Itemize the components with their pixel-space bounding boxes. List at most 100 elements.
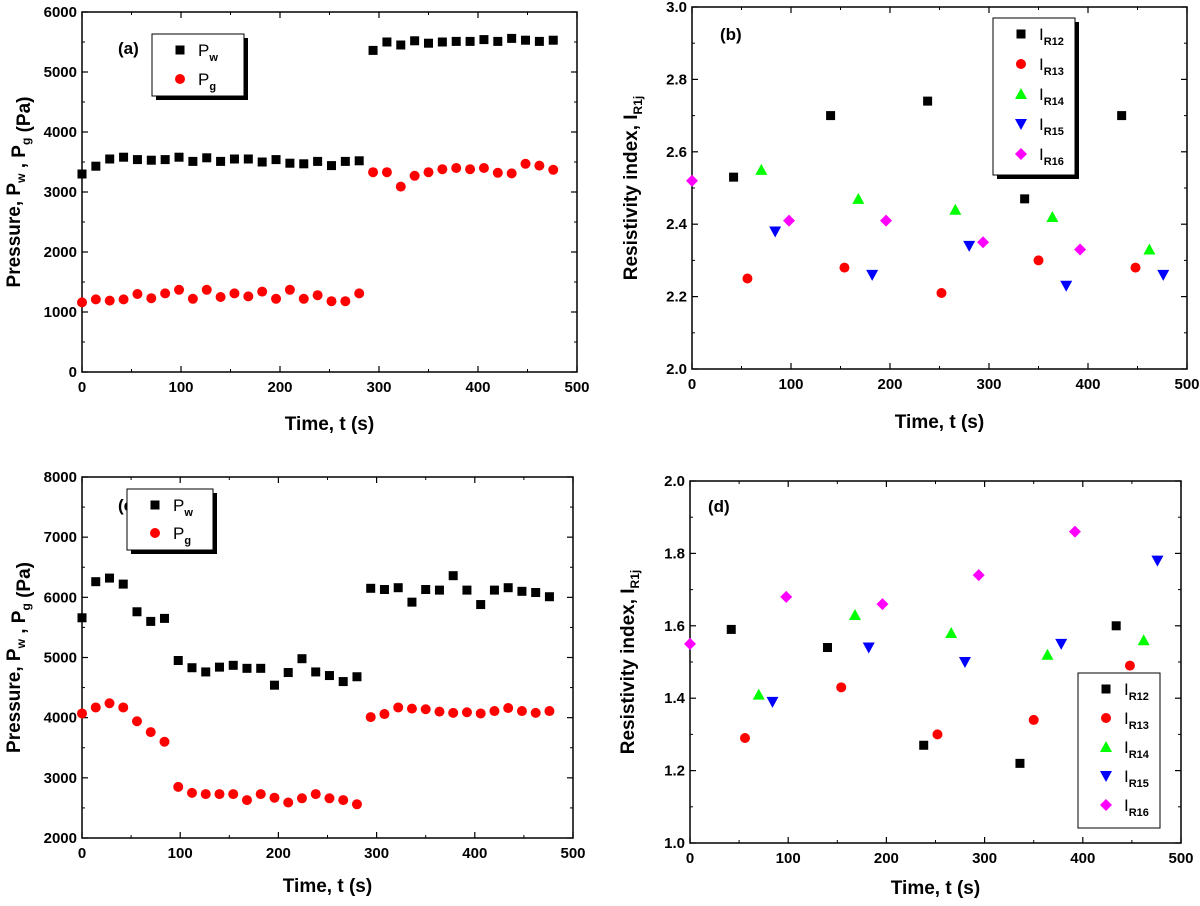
x-tick-label: 0 — [686, 850, 694, 867]
data-point — [379, 585, 389, 595]
data-point — [299, 159, 309, 169]
data-point — [242, 663, 252, 673]
data-point — [423, 167, 434, 178]
data-point — [297, 654, 307, 664]
data-point — [173, 781, 184, 792]
y-tick-label: 1.0 — [664, 835, 685, 852]
data-point — [1041, 648, 1054, 660]
data-point — [382, 37, 392, 47]
legend-box — [992, 17, 1076, 176]
legend-marker — [1101, 713, 1111, 723]
data-point — [145, 727, 156, 738]
y-axis-label: Resistivity index, IR1j — [621, 96, 645, 280]
y-axis-label: Resistivity index, IR1j — [618, 570, 642, 754]
y-tick-label: 5000 — [44, 64, 77, 81]
legend-label: IR16 — [1124, 796, 1149, 819]
data-point — [949, 203, 962, 215]
data-point — [324, 793, 335, 804]
legend-box — [151, 33, 245, 97]
legend-label: Pg — [198, 70, 216, 93]
data-point — [465, 36, 475, 46]
data-point — [340, 296, 351, 307]
data-point — [393, 583, 403, 593]
data-point — [214, 789, 225, 800]
data-point — [780, 590, 793, 603]
data-point — [478, 163, 489, 173]
data-point — [160, 288, 171, 299]
data-point — [131, 716, 142, 727]
data-point — [434, 585, 444, 595]
data-point — [269, 680, 279, 690]
legend-label: Pw — [173, 496, 193, 519]
data-point — [271, 293, 282, 304]
data-point — [407, 597, 417, 607]
data-point — [1130, 262, 1141, 273]
data-point — [451, 163, 462, 173]
legend-label: IR15 — [1039, 115, 1064, 138]
data-point — [338, 795, 349, 806]
data-point — [516, 706, 527, 717]
chart-panel: 0 100 200 300 400 500010002000300040005000600… — [4, 4, 590, 435]
data-point — [119, 152, 129, 162]
x-tick-label: 100 — [168, 845, 193, 862]
data-point — [1143, 243, 1156, 255]
data-point — [283, 668, 293, 678]
data-point — [544, 592, 554, 602]
data-point — [475, 708, 486, 719]
y-tick-label: 2.4 — [666, 216, 688, 233]
y-tick-label: 2.8 — [666, 71, 687, 88]
y-tick-label: 8000 — [44, 469, 77, 486]
data-point — [977, 236, 990, 249]
data-point — [1111, 621, 1121, 631]
data-point — [963, 240, 976, 252]
data-point — [972, 569, 985, 582]
data-point — [822, 643, 832, 653]
data-point — [228, 660, 238, 670]
legend-marker — [1100, 771, 1112, 782]
data-point — [862, 642, 875, 654]
data-point — [298, 293, 309, 304]
data-point — [826, 111, 836, 121]
data-point — [255, 789, 266, 800]
x-tick-label: 200 — [877, 376, 902, 393]
x-tick-label: 300 — [976, 376, 1001, 393]
y-tick-label: 2.2 — [666, 289, 687, 306]
data-point — [256, 663, 266, 673]
data-point — [104, 295, 115, 306]
data-point — [1020, 194, 1030, 204]
legend-marker — [175, 74, 185, 84]
data-point — [729, 172, 739, 182]
data-point — [214, 662, 224, 672]
panel-tag: (a) — [118, 39, 139, 58]
data-point — [769, 226, 782, 238]
data-point — [1157, 269, 1170, 281]
data-point — [311, 667, 321, 677]
data-point — [187, 663, 197, 673]
y-tick-label: 4000 — [44, 124, 77, 141]
data-point — [1028, 714, 1039, 725]
data-point — [200, 789, 211, 800]
data-point — [876, 598, 889, 611]
legend-label: IR13 — [1124, 709, 1149, 732]
y-tick-label: 6000 — [44, 589, 77, 606]
data-point — [243, 291, 254, 302]
data-point — [104, 698, 115, 709]
data-point — [1060, 280, 1073, 292]
data-point — [755, 163, 768, 175]
data-point — [396, 40, 406, 50]
data-point — [1068, 525, 1081, 538]
data-point — [186, 787, 197, 798]
y-tick-label: 5000 — [44, 650, 77, 667]
x-axis-label: Time, t (s) — [895, 412, 984, 433]
data-point — [132, 607, 142, 617]
data-point — [465, 164, 476, 175]
data-point — [530, 707, 541, 718]
data-point — [243, 154, 253, 164]
x-tick-label: 500 — [560, 845, 585, 862]
x-axis-label: Time, t (s) — [283, 876, 372, 897]
data-point — [848, 608, 861, 620]
data-point — [1117, 111, 1127, 121]
y-tick-label: 1000 — [44, 304, 77, 321]
data-point — [534, 160, 545, 171]
y-tick-label: 2000 — [44, 244, 77, 261]
